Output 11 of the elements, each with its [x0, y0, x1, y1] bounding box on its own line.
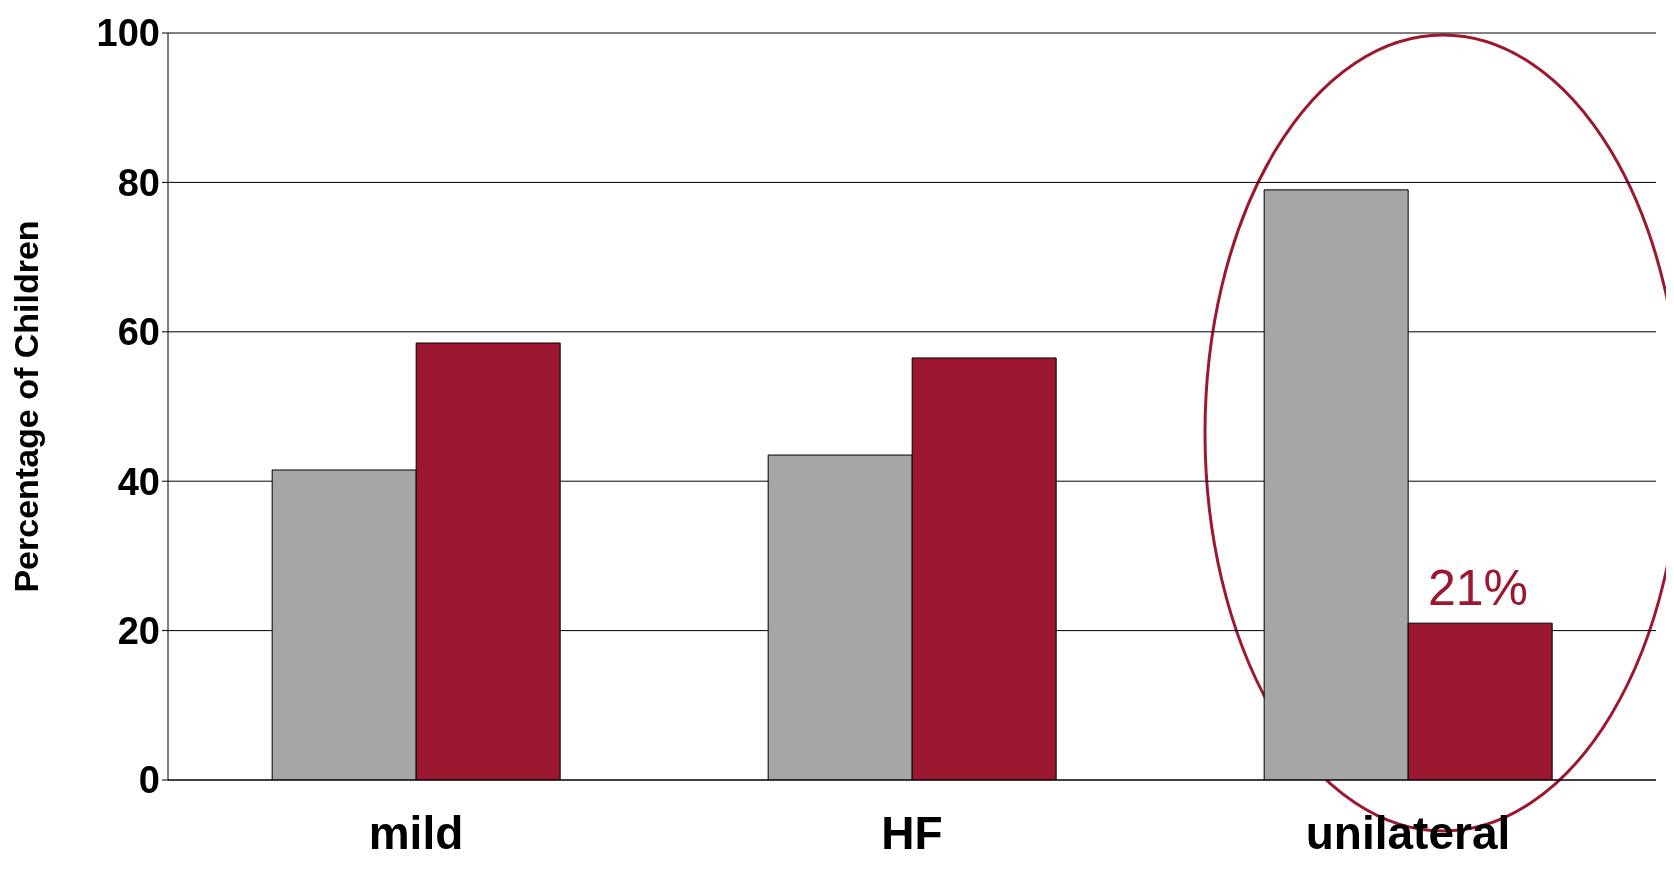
x-tick-label: unilateral — [1305, 806, 1511, 859]
y-tick-label: 60 — [117, 311, 160, 354]
y-tick-label: 100 — [96, 12, 160, 55]
y-tick-label: 40 — [117, 460, 160, 503]
x-tick-label: mild — [368, 806, 464, 859]
y-tick-label: 0 — [138, 759, 160, 802]
y-axis-title: Percentage of Children — [7, 220, 46, 593]
annotation: 21% — [1427, 560, 1529, 617]
y-tick-label: 80 — [117, 161, 160, 204]
x-tick-label: HF — [881, 806, 943, 859]
y-tick-label: 20 — [117, 610, 160, 653]
